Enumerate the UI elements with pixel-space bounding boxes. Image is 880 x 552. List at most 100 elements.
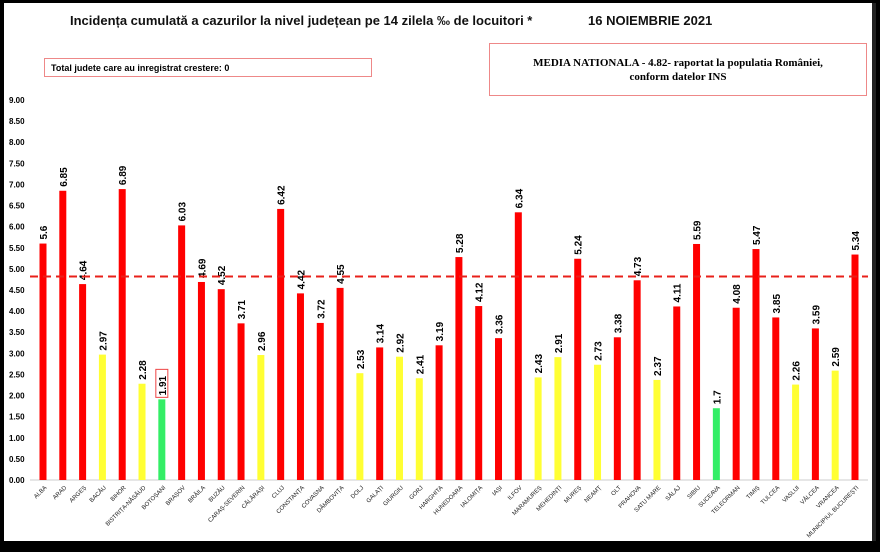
data-label: 6.34 bbox=[514, 188, 525, 208]
x-tick-label: CLUJ bbox=[271, 485, 286, 500]
x-tick-label: NEAMȚ bbox=[584, 485, 603, 504]
bar-sălaj bbox=[673, 306, 681, 480]
x-tick-label: BUZĂU bbox=[207, 484, 226, 503]
x-tick-label: GALAȚI bbox=[366, 485, 386, 505]
national-average-box: MEDIA NATIONALA - 4.82- raportat la popu… bbox=[489, 43, 867, 96]
data-label: 4.11 bbox=[673, 283, 684, 302]
x-tick-label: DOLJ bbox=[350, 485, 365, 500]
data-label: 3.36 bbox=[495, 314, 506, 334]
data-label: 5.34 bbox=[851, 231, 862, 251]
bar-ilfov bbox=[514, 212, 522, 481]
data-label: 3.71 bbox=[237, 299, 248, 319]
y-tick-label: 8.00 bbox=[9, 138, 25, 147]
x-tick-label: ILFOV bbox=[507, 485, 524, 502]
bar-vâlcea bbox=[811, 328, 819, 480]
y-tick-label: 9.00 bbox=[9, 96, 25, 105]
chart-frame: 0.00 0.50 1.00 1.50 2.00 2.50 3.00 3.50 4.00 4.50… bbox=[4, 3, 876, 541]
data-label: 2.96 bbox=[257, 331, 268, 351]
bar-constanța bbox=[296, 293, 304, 480]
y-tick-label: 5.00 bbox=[9, 265, 25, 274]
chart-title: Incidența cumulată a cazurilor la nivel … bbox=[70, 13, 533, 28]
x-tick-label: SĂLAJ bbox=[664, 484, 682, 502]
data-label: 2.73 bbox=[594, 341, 605, 361]
bar-prahova bbox=[633, 280, 641, 480]
x-tick-label: BRAȘOV bbox=[165, 485, 187, 507]
bar-tulcea bbox=[772, 317, 780, 480]
x-tick-label: GORJ bbox=[409, 485, 425, 501]
y-tick-label: 7.00 bbox=[9, 180, 25, 189]
x-tick-label: TULCEA bbox=[760, 485, 781, 506]
bar-sibiu bbox=[693, 243, 701, 480]
y-tick-label: 6.00 bbox=[9, 223, 25, 232]
y-tick-label: 0.50 bbox=[9, 455, 25, 464]
data-label: 2.26 bbox=[792, 361, 803, 381]
data-label: 4.73 bbox=[633, 256, 644, 276]
bar-dolj bbox=[356, 373, 364, 480]
y-tick-label: 7.50 bbox=[9, 159, 25, 168]
bar-bacău bbox=[98, 354, 106, 480]
data-label: 4.64 bbox=[79, 260, 90, 280]
chart-date: 16 NOIEMBRIE 2021 bbox=[588, 13, 713, 28]
x-tick-label: ARGEȘ bbox=[69, 485, 88, 504]
y-tick-label: 3.50 bbox=[9, 328, 25, 337]
data-label: 5.24 bbox=[574, 235, 585, 255]
bar-suceava bbox=[712, 408, 720, 480]
data-label: 3.72 bbox=[316, 299, 327, 319]
bar-vaslui bbox=[792, 384, 800, 480]
data-label: 3.19 bbox=[435, 321, 446, 341]
data-label: 6.89 bbox=[118, 165, 129, 185]
data-label: 2.41 bbox=[415, 354, 426, 374]
data-label: 2.92 bbox=[395, 333, 406, 353]
bar-neamț bbox=[594, 364, 602, 480]
data-label: 6.85 bbox=[59, 167, 70, 187]
bar-argeș bbox=[79, 284, 87, 480]
bar-buzău bbox=[217, 289, 225, 480]
bar-călărași bbox=[257, 355, 265, 480]
data-label: 4.08 bbox=[732, 284, 743, 304]
data-label: 2.91 bbox=[554, 333, 565, 353]
bar-municipiul bucurești bbox=[851, 254, 859, 480]
x-tick-label: CARAȘ-SEVERIN bbox=[208, 485, 247, 524]
bar-harghita bbox=[435, 345, 443, 480]
bar-caraș-severin bbox=[237, 323, 245, 480]
x-tick-label: BRĂILA bbox=[187, 484, 207, 504]
bar-cluj bbox=[277, 208, 285, 480]
bar-covasna bbox=[316, 322, 324, 480]
bar-hunedoara bbox=[455, 257, 463, 480]
data-label: 2.28 bbox=[138, 360, 149, 380]
y-tick-label: 1.50 bbox=[9, 413, 25, 422]
bar-teleorman bbox=[732, 307, 740, 480]
data-label: 3.14 bbox=[376, 324, 387, 344]
y-tick-label: 0.00 bbox=[9, 476, 25, 485]
x-tick-label: GIURGIU bbox=[383, 485, 405, 507]
x-tick-label: OLT bbox=[611, 485, 623, 497]
data-label: 3.38 bbox=[613, 313, 624, 333]
x-tick-label: VASLUI bbox=[782, 485, 801, 504]
bar-chart: 0.00 0.50 1.00 1.50 2.00 2.50 3.00 3.50 4.00 4.50… bbox=[9, 96, 868, 539]
data-label: 5.59 bbox=[693, 220, 704, 240]
y-tick-label: 1.00 bbox=[9, 434, 25, 443]
y-tick-label: 3.00 bbox=[9, 349, 25, 358]
increase-count-box: Total judete care au inregistrat crester… bbox=[44, 58, 372, 77]
data-label: 2.37 bbox=[653, 356, 664, 376]
bar-gorj bbox=[415, 378, 423, 480]
bar-mehedinți bbox=[554, 357, 562, 480]
data-label: 4.42 bbox=[296, 269, 307, 289]
bar-olt bbox=[613, 337, 621, 480]
bar-iași bbox=[495, 338, 503, 480]
data-label: 6.03 bbox=[178, 201, 189, 221]
y-tick-label: 2.50 bbox=[9, 370, 25, 379]
x-tick-label: MUREȘ bbox=[564, 485, 584, 505]
bar-satu mare bbox=[653, 379, 661, 480]
data-label: 5.47 bbox=[752, 225, 763, 245]
data-label: 5.6 bbox=[39, 225, 50, 239]
data-label: 3.59 bbox=[811, 305, 822, 325]
data-label: 6.42 bbox=[277, 185, 288, 205]
bar-bihor bbox=[118, 189, 126, 481]
data-label: 3.85 bbox=[772, 294, 783, 314]
y-tick-label: 8.50 bbox=[9, 117, 25, 126]
data-label: 2.43 bbox=[534, 353, 545, 373]
bar-bistrița-năsăud bbox=[138, 383, 146, 480]
y-tick-label: 5.50 bbox=[9, 244, 25, 253]
data-label: 1.91 bbox=[158, 375, 169, 395]
